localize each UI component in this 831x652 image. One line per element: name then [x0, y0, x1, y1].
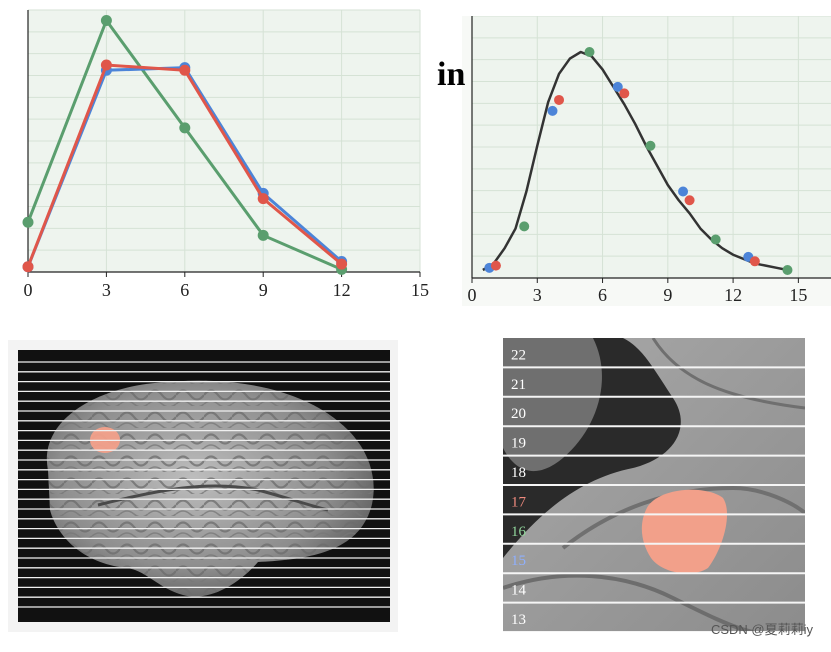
x-tick-label: 0 [24, 280, 33, 300]
right-curve-chart-svg: 036912151 [462, 15, 831, 306]
brain-lateral-view [8, 340, 398, 632]
lateral-sulcus [97, 484, 329, 512]
data-point-red [749, 256, 760, 267]
response-curve [482, 50, 788, 272]
data-point-red [179, 64, 191, 76]
x-tick-label: 9 [663, 285, 672, 305]
x-tick-label: 6 [598, 285, 607, 305]
x-tick-label: 12 [724, 285, 742, 305]
data-point-green [257, 229, 269, 241]
slice-number-label: 20 [511, 406, 526, 422]
x-tick-label: 6 [180, 280, 189, 300]
data-point-green [519, 221, 530, 232]
brain-slice-figure-right: 22 21 20 19 18 17 16 15 14 13 [502, 337, 807, 634]
slice-number-label: 14 [511, 583, 527, 599]
slice-number-label: 19 [511, 436, 526, 452]
x-tick-label: 9 [259, 280, 268, 300]
brain-slice-figure-left [8, 340, 398, 632]
x-tick-label: 12 [333, 280, 351, 300]
data-point-red [684, 195, 695, 206]
slice-lines-left [18, 361, 390, 608]
data-point-red [554, 94, 565, 105]
data-point-red [257, 193, 269, 205]
data-point-blue [612, 81, 623, 92]
right-curve-chart: 036912151 [462, 15, 831, 306]
x-tick-label: 3 [533, 285, 542, 305]
slice-number-label: 17 [511, 494, 527, 510]
data-point-red [336, 258, 348, 270]
slice-number-label: 15 [511, 553, 526, 569]
data-point-green [22, 216, 34, 228]
data-point-red [22, 261, 34, 273]
data-point-red [100, 59, 112, 71]
data-point-blue [547, 105, 558, 116]
x-tick-label: 15 [411, 280, 429, 300]
data-point-blue [678, 186, 689, 197]
slice-number-label: 16 [511, 524, 527, 540]
left-line-chart: 0 3 6 9 12 15 [0, 0, 440, 305]
slice-number-label: 21 [511, 377, 526, 393]
data-point-green [179, 122, 191, 134]
data-point-red [619, 88, 630, 99]
highlighted-region-right [641, 489, 728, 574]
data-point-green [645, 140, 656, 151]
data-point-green [100, 14, 112, 26]
slice-number-label: 18 [511, 465, 526, 481]
data-point-green [584, 47, 595, 57]
x-tick-label: 15 [789, 285, 807, 305]
data-point-red [490, 260, 501, 271]
x-tick-label: 3 [102, 280, 111, 300]
data-point-green [710, 234, 721, 245]
watermark: CSDN @夏莉莉iy [710, 622, 813, 637]
left-line-chart-svg: 0 3 6 9 12 15 [22, 9, 429, 300]
slice-number-label: 22 [511, 347, 526, 363]
slice-number-label: 13 [511, 612, 526, 628]
x-tick-label: 0 [468, 285, 477, 305]
brain-zoom-view: 22 21 20 19 18 17 16 15 14 13 [502, 337, 807, 634]
data-point-green [782, 265, 793, 275]
overlay-word: in [437, 56, 466, 93]
